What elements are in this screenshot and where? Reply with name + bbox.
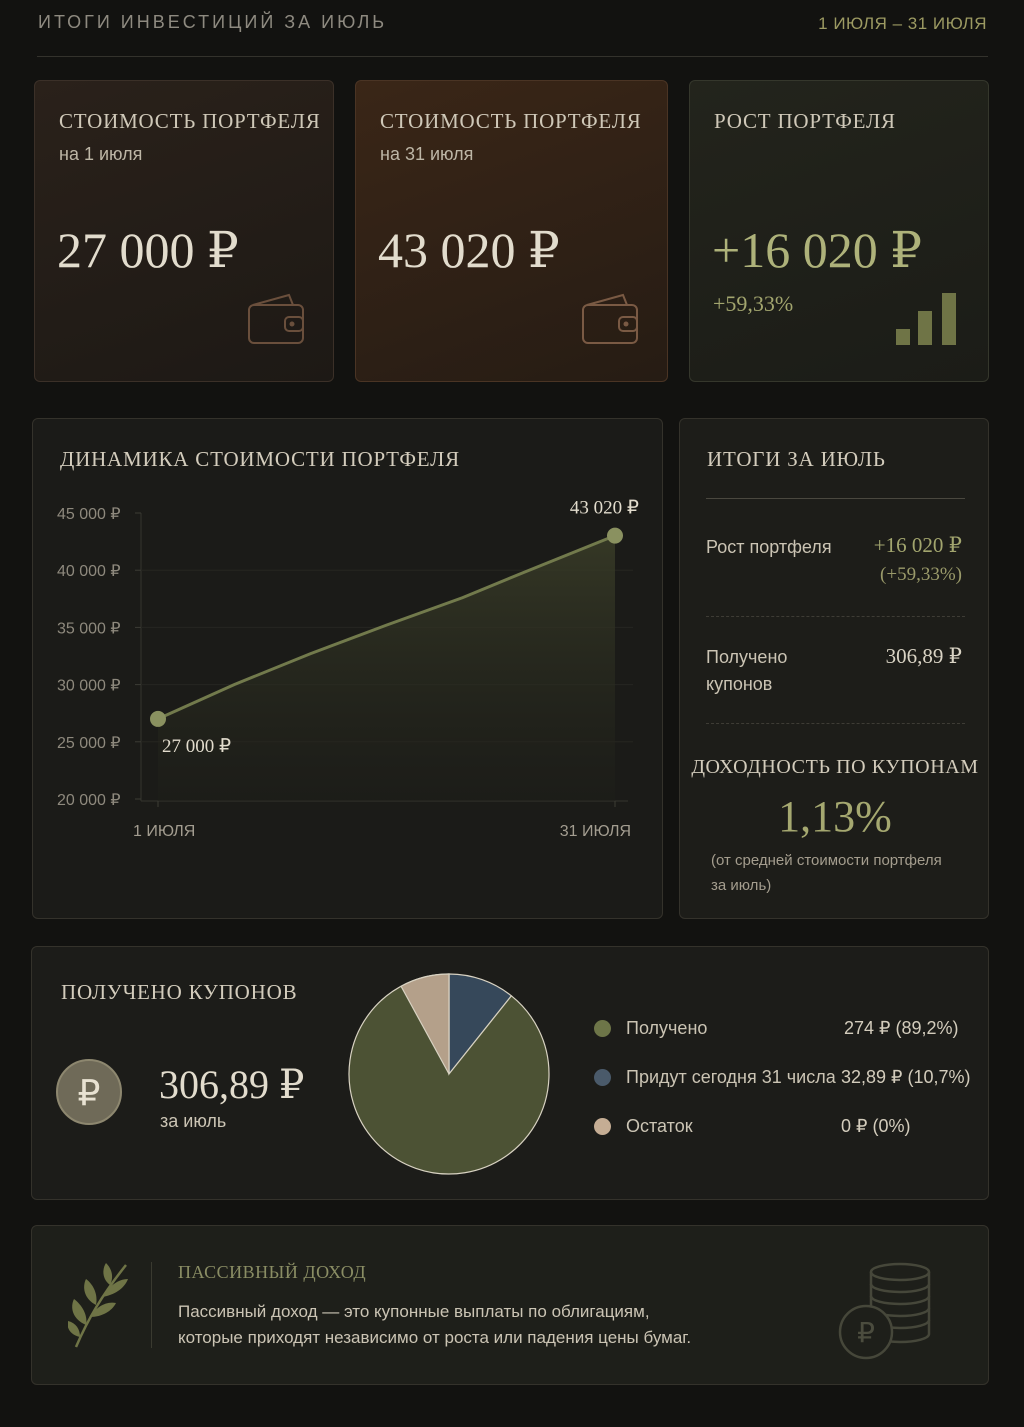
- summary-divider: [706, 498, 965, 499]
- growth-percent: +59,33%: [713, 291, 794, 316]
- svg-text:₽: ₽: [857, 1316, 875, 1349]
- start-value-label: 27 000 ₽: [162, 736, 231, 757]
- passive-income-card: ПАССИВНЫЙ ДОХОД Пассивный доход — это ку…: [31, 1225, 989, 1385]
- y-tick-label: 20 000 ₽: [57, 792, 121, 809]
- ruble-coin-icon: ₽: [56, 1059, 122, 1125]
- yield-value: 1,13%: [778, 792, 892, 841]
- yield-note: (от средней стоимости портфеля: [711, 852, 942, 869]
- bar-chart-icon: [896, 293, 956, 345]
- legend-dot: [594, 1118, 611, 1135]
- summary-divider: [706, 616, 965, 617]
- portfolio-start-card: СТОИМОСТЬ ПОРТФЕЛЯ на 1 июля 27 000 ₽: [34, 80, 334, 382]
- legend-value: 0 ₽ (0%): [841, 1116, 911, 1136]
- y-tick-label: 30 000 ₽: [57, 678, 121, 695]
- svg-text:₽: ₽: [78, 1073, 101, 1114]
- legend-label: Придут сегодня 31 числа: [626, 1067, 836, 1087]
- y-tick-label: 45 000 ₽: [57, 506, 121, 523]
- legend-value: 32,89 ₽ (10,7%): [841, 1067, 971, 1087]
- y-tick-label: 40 000 ₽: [57, 563, 121, 580]
- coupons-label-1: Получено: [706, 647, 788, 667]
- passive-text-line: Пассивный доход — это купонные выплаты п…: [178, 1302, 650, 1321]
- yield-title: ДОХОДНОСТЬ ПО КУПОНАМ: [691, 756, 979, 778]
- growth-value: +16 020 ₽: [873, 533, 962, 557]
- card-sub: на 1 июля: [59, 144, 143, 164]
- card-label: СТОИМОСТЬ ПОРТФЕЛЯ: [59, 109, 321, 133]
- chart-line: [157, 534, 616, 721]
- summary-title: ИТОГИ ЗА ИЮЛЬ: [707, 447, 886, 471]
- date-range: 1 ИЮЛЯ – 31 ИЮЛЯ: [818, 14, 987, 33]
- card-value: 43 020 ₽: [378, 222, 560, 278]
- header-divider: [37, 56, 988, 57]
- coupons-total: 306,89 ₽: [159, 1062, 305, 1107]
- legend-label: Получено: [626, 1018, 708, 1038]
- portfolio-dynamics-card: ДИНАМИКА СТОИМОСТИ ПОРТФЕЛЯ 45 000 ₽ 40 0…: [32, 418, 663, 919]
- summary-divider: [706, 723, 965, 724]
- growth-label: Рост портфеля: [706, 537, 832, 557]
- page-title: ИТОГИ ИНВЕСТИЦИЙ ЗА ИЮЛЬ: [38, 12, 388, 32]
- x-tick-label: 1 ИЮЛЯ: [133, 823, 195, 840]
- start-point: [150, 710, 166, 727]
- portfolio-growth-card: РОСТ ПОРТФЕЛЯ +16 020 ₽ +59,33%: [689, 80, 989, 382]
- y-tick-label: 35 000 ₽: [57, 620, 121, 637]
- wallet-icon: [582, 293, 638, 344]
- legend-dot: [594, 1069, 611, 1086]
- passive-text-line: которые приходят независимо от роста или…: [178, 1328, 692, 1347]
- july-summary-card: ИТОГИ ЗА ИЮЛЬ Рост портфеля +16 020 ₽ (+…: [679, 418, 989, 919]
- chart-title: ДИНАМИКА СТОИМОСТИ ПОРТФЕЛЯ: [60, 447, 460, 471]
- growth-pct: (+59,33%): [880, 564, 962, 585]
- legend-dot: [594, 1020, 611, 1037]
- x-tick-label: 31 ИЮЛЯ: [560, 823, 631, 840]
- card-sub: на 31 июля: [380, 144, 474, 164]
- yield-note: за июль): [711, 877, 772, 894]
- passive-divider: [151, 1262, 152, 1348]
- portfolio-end-card: СТОИМОСТЬ ПОРТФЕЛЯ на 31 июля 43 020 ₽: [355, 80, 668, 382]
- coupons-label-2: купонов: [706, 674, 773, 694]
- passive-title: ПАССИВНЫЙ ДОХОД: [178, 1262, 367, 1282]
- card-label: СТОИМОСТЬ ПОРТФЕЛЯ: [380, 109, 642, 133]
- coupons-sub: за июль: [160, 1111, 227, 1131]
- coupons-title: ПОЛУЧЕНО КУПОНОВ: [61, 980, 298, 1004]
- end-point: [607, 527, 623, 544]
- end-value-label: 43 020 ₽: [570, 498, 639, 519]
- coupons-pie-chart: [348, 973, 550, 1175]
- y-tick-label: 25 000 ₽: [57, 735, 121, 752]
- coupons-value: 306,89 ₽: [885, 644, 962, 668]
- pie-slice: [400, 973, 450, 1075]
- coupons-card: ПОЛУЧЕНО КУПОНОВ ₽ 306,89 ₽ за июль Полу…: [31, 946, 989, 1200]
- wallet-icon: [248, 293, 304, 344]
- card-value: +16 020 ₽: [712, 222, 923, 278]
- coin-stack-icon: ₽: [838, 1262, 931, 1360]
- pie-slice: [448, 973, 513, 1076]
- card-value: 27 000 ₽: [57, 222, 239, 278]
- olive-branch-icon: [68, 1263, 128, 1348]
- portfolio-chart: 45 000 ₽ 40 000 ₽ 35 000 ₽ 30 000 ₽ 25 000 ₽…: [57, 498, 639, 840]
- legend-label: Остаток: [626, 1116, 693, 1136]
- card-label: РОСТ ПОРТФЕЛЯ: [714, 109, 896, 133]
- legend-value: 274 ₽ (89,2%): [844, 1018, 959, 1038]
- chart-area: [158, 535, 615, 801]
